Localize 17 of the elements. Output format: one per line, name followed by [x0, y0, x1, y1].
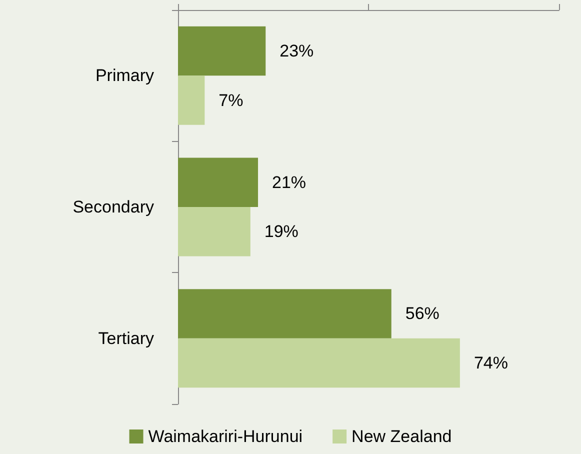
bar: [178, 76, 205, 125]
bar: [178, 289, 392, 338]
y-tick-label: Primary: [95, 66, 154, 86]
legend-label: Waimakariri-Hurunui: [148, 427, 303, 446]
legend-label: New Zealand: [352, 427, 452, 446]
data-label: 21%: [272, 172, 306, 192]
data-label: 74%: [474, 353, 508, 372]
y-tick-label: Secondary: [72, 198, 154, 216]
y-tick-label: Tertiary: [98, 328, 154, 348]
bar: [178, 26, 266, 76]
data-label: 56%: [405, 304, 440, 324]
data-label: 19%: [264, 222, 298, 242]
bar: [178, 207, 250, 256]
bar: [178, 338, 460, 388]
bar: [178, 158, 258, 207]
data-label: 7%: [218, 90, 244, 110]
data-label: 23%: [280, 42, 314, 61]
